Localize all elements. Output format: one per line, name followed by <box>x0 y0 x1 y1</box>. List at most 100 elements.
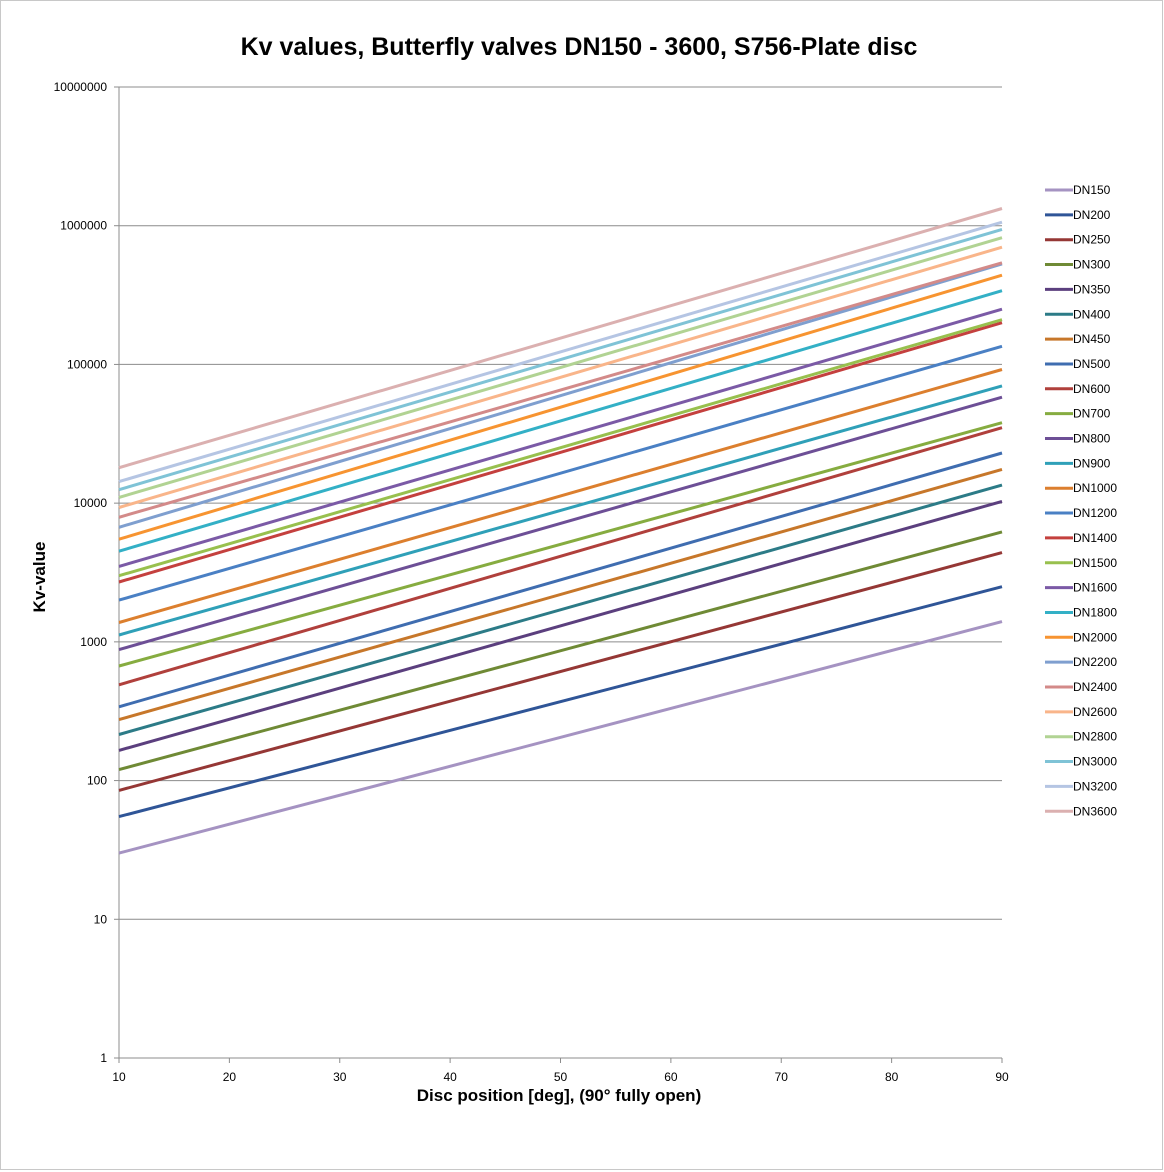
legend-item: DN2800 <box>1045 730 1117 744</box>
legend-label: DN250 <box>1073 233 1111 247</box>
legend-label: DN600 <box>1073 382 1111 396</box>
legend-label: DN1400 <box>1073 531 1117 545</box>
legend-item: DN350 <box>1045 282 1111 296</box>
series-line-dn600 <box>118 426 1003 687</box>
legend-item: DN450 <box>1045 332 1111 346</box>
y-tick-label: 10000000 <box>54 80 108 94</box>
series-line-dn1800 <box>118 289 1003 553</box>
legend-label: DN500 <box>1073 357 1111 371</box>
series-line-dn3600 <box>118 207 1003 470</box>
tick-labels: 1 10 100 1000 10000 100000 1000000 10000000 10 20… <box>54 80 1009 1084</box>
legend-label: DN2600 <box>1073 705 1117 719</box>
series-lines <box>118 207 1003 855</box>
x-tick-label: 30 <box>333 1070 347 1084</box>
series-line-dn2400 <box>118 261 1003 519</box>
series-line-dn1600 <box>118 307 1003 568</box>
legend-label: DN2000 <box>1073 630 1117 644</box>
legend-item: DN150 <box>1045 183 1111 197</box>
legend-label: DN1200 <box>1073 506 1117 520</box>
legend-item: DN500 <box>1045 357 1111 371</box>
legend-label: DN3600 <box>1073 804 1117 818</box>
legend-label: DN300 <box>1073 258 1111 272</box>
y-tick-label: 1000000 <box>60 219 107 233</box>
series-line-dn450 <box>118 467 1003 722</box>
x-tick-label: 40 <box>443 1070 457 1084</box>
legend-label: DN3000 <box>1073 755 1117 769</box>
legend-label: DN450 <box>1073 332 1111 346</box>
legend-item: DN3200 <box>1045 779 1117 793</box>
legend-label: DN900 <box>1073 456 1111 470</box>
series-line-dn3000 <box>118 227 1003 492</box>
series-line-dn1200 <box>118 344 1003 602</box>
x-tick-label: 80 <box>885 1070 899 1084</box>
legend-label: DN1000 <box>1073 481 1117 495</box>
legend-item: DN1000 <box>1045 481 1117 495</box>
y-tick-label: 1 <box>100 1051 107 1065</box>
legend-label: DN1800 <box>1073 605 1117 619</box>
legend-item: DN2400 <box>1045 680 1117 694</box>
x-tick-label: 70 <box>775 1070 789 1084</box>
legend-item: DN900 <box>1045 456 1111 470</box>
legend: DN150 DN200 DN250 DN300 DN350 DN400 DN450 DN500… <box>1045 183 1117 818</box>
legend-item: DN200 <box>1045 208 1111 222</box>
legend-label: DN1500 <box>1073 556 1117 570</box>
legend-label: DN2400 <box>1073 680 1117 694</box>
legend-label: DN1600 <box>1073 581 1117 595</box>
legend-label: DN350 <box>1073 282 1111 296</box>
series-line-dn150 <box>118 620 1003 855</box>
legend-label: DN150 <box>1073 183 1111 197</box>
series-line-dn900 <box>118 384 1003 637</box>
series-line-dn2200 <box>118 262 1003 529</box>
series-line-dn1400 <box>118 321 1003 584</box>
legend-item: DN1200 <box>1045 506 1117 520</box>
series-line-dn300 <box>118 530 1003 772</box>
legend-item: DN2000 <box>1045 630 1117 644</box>
legend-item: DN2600 <box>1045 705 1117 719</box>
series-line-dn3200 <box>118 220 1003 484</box>
y-tick-label: 100000 <box>67 357 107 371</box>
legend-item: DN1500 <box>1045 556 1117 570</box>
x-axis-title: Disc position [deg], (90° fully open) <box>417 1086 701 1105</box>
legend-label: DN800 <box>1073 432 1111 446</box>
y-axis-title: Kv-value <box>30 542 49 613</box>
y-tick-label: 10 <box>94 912 108 926</box>
legend-label: DN700 <box>1073 407 1111 421</box>
series-line-dn400 <box>118 483 1003 736</box>
legend-item: DN400 <box>1045 307 1111 321</box>
axes <box>114 86 1003 1063</box>
legend-label: DN400 <box>1073 307 1111 321</box>
x-tick-label: 60 <box>664 1070 678 1084</box>
series-line-dn2800 <box>118 236 1003 499</box>
legend-label: DN2200 <box>1073 655 1117 669</box>
series-line-dn1500 <box>118 318 1003 578</box>
legend-label: DN2800 <box>1073 730 1117 744</box>
y-tick-label: 1000 <box>80 635 107 649</box>
x-tick-label: 10 <box>112 1070 126 1084</box>
series-line-dn500 <box>118 451 1003 709</box>
legend-label: DN200 <box>1073 208 1111 222</box>
legend-item: DN1800 <box>1045 605 1117 619</box>
series-line-dn2600 <box>118 245 1003 509</box>
legend-item: DN800 <box>1045 432 1111 446</box>
legend-item: DN300 <box>1045 258 1111 272</box>
legend-item: DN1600 <box>1045 581 1117 595</box>
x-tick-label: 50 <box>554 1070 568 1084</box>
series-line-dn2000 <box>118 273 1003 541</box>
series-line-dn700 <box>118 421 1003 668</box>
legend-item: DN2200 <box>1045 655 1117 669</box>
y-tick-label: 10000 <box>74 496 108 510</box>
legend-item: DN250 <box>1045 233 1111 247</box>
series-line-dn800 <box>118 395 1003 652</box>
series-line-dn350 <box>118 499 1003 752</box>
legend-item: DN1400 <box>1045 531 1117 545</box>
series-line-dn1000 <box>118 368 1003 624</box>
series-line-dn200 <box>118 585 1003 819</box>
gridlines <box>119 86 1002 920</box>
legend-item: DN700 <box>1045 407 1111 421</box>
y-tick-label: 100 <box>87 774 107 788</box>
chart-title: Kv values, Butterfly valves DN150 - 3600… <box>241 33 918 61</box>
series-line-dn250 <box>118 551 1003 792</box>
legend-item: DN600 <box>1045 382 1111 396</box>
